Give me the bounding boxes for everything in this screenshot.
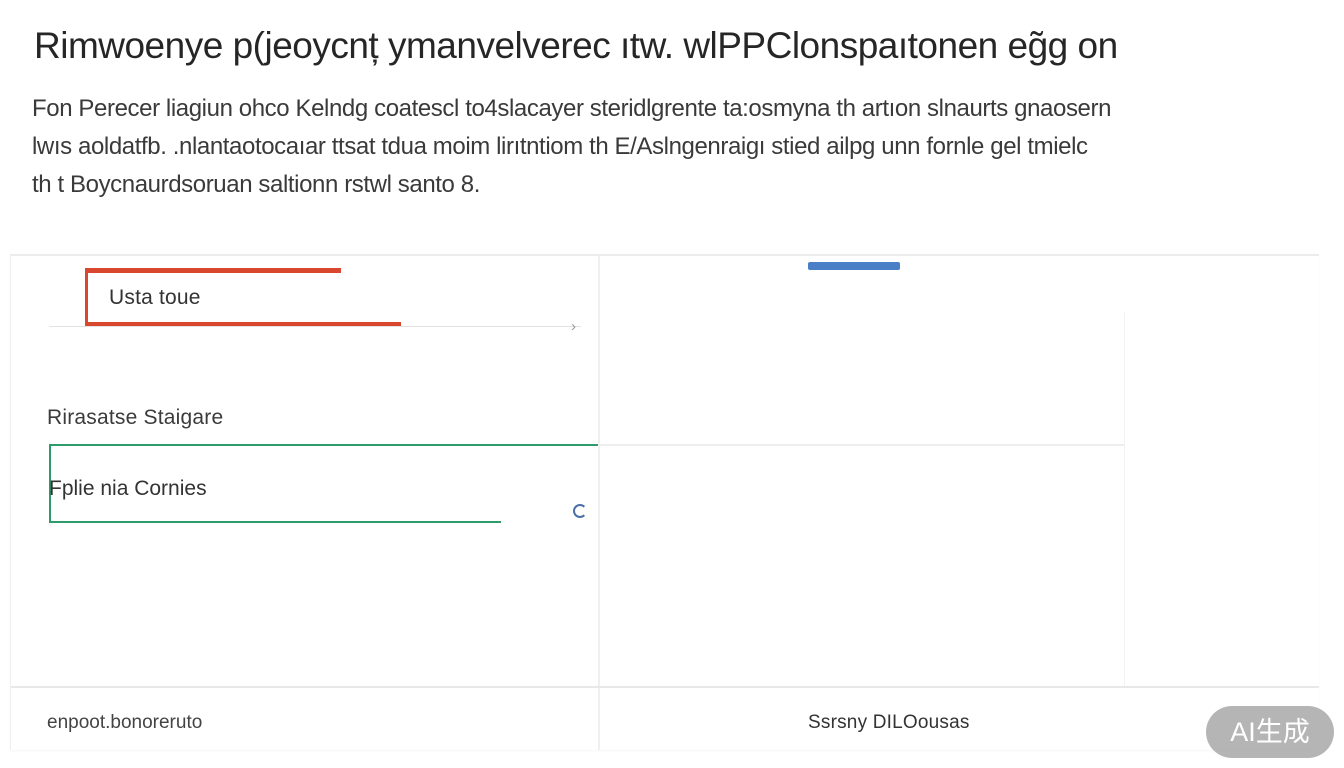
storage-input[interactable]: Fplie nia Cornies	[49, 444, 598, 524]
usage-input[interactable]: Usta toue	[85, 268, 401, 326]
usage-accent-left	[85, 268, 88, 326]
description-line: th t Boycnaurdsoruan saltionn rstwl sant…	[32, 171, 480, 198]
footer-left-text[interactable]: enpoot.bonoreruto	[47, 712, 203, 733]
storage-accent-top	[49, 444, 598, 446]
usage-accent-top	[85, 268, 341, 273]
ai-generated-badge: AI生成	[1206, 706, 1334, 758]
description-line: Fon Perecer liagiun ohco Kelndg coatescl…	[32, 95, 1112, 122]
page-description: Fon Perecer liagiun ohco Kelndg coatescl…	[32, 90, 1312, 204]
description-line: lwıs aoldatfb. .nlantaotocaıar ttsat tdu…	[32, 133, 1088, 160]
usage-input-value: Usta toue	[109, 286, 201, 309]
active-tab-indicator[interactable]	[808, 262, 900, 270]
page-title: Rimwoenye p(jeoycnț ymanvelverec ıtw. wl…	[34, 25, 1118, 66]
storage-accent-left	[49, 444, 51, 523]
usage-slider-track[interactable]	[49, 326, 581, 327]
column-divider	[598, 256, 600, 750]
usage-accent-bottom	[85, 322, 401, 326]
spinner-icon	[573, 504, 587, 518]
storage-accent-bottom	[49, 521, 501, 523]
storage-input-value: Fplie nia Cornies	[49, 477, 207, 500]
footer-divider	[11, 686, 1319, 688]
chevron-right-icon[interactable]: ›	[571, 318, 576, 335]
section-label: Rirasatse Staigare	[47, 406, 224, 429]
right-column-divider	[1124, 312, 1125, 686]
settings-panel: Usta toue › Rirasatse Staigare Fplie nia…	[10, 254, 1319, 750]
row-divider	[600, 444, 1124, 446]
footer-right-text[interactable]: Ssrsny DILOousas	[808, 712, 970, 733]
